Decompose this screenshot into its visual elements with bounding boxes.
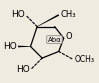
Text: HO: HO [3,42,17,51]
Text: OCH₃: OCH₃ [75,55,95,64]
Text: HO: HO [11,10,25,19]
Text: O: O [65,32,72,41]
Polygon shape [18,46,30,47]
Text: CH₃: CH₃ [60,10,76,19]
Polygon shape [37,14,59,27]
Text: HO: HO [16,65,30,74]
Text: Abα: Abα [48,37,61,43]
